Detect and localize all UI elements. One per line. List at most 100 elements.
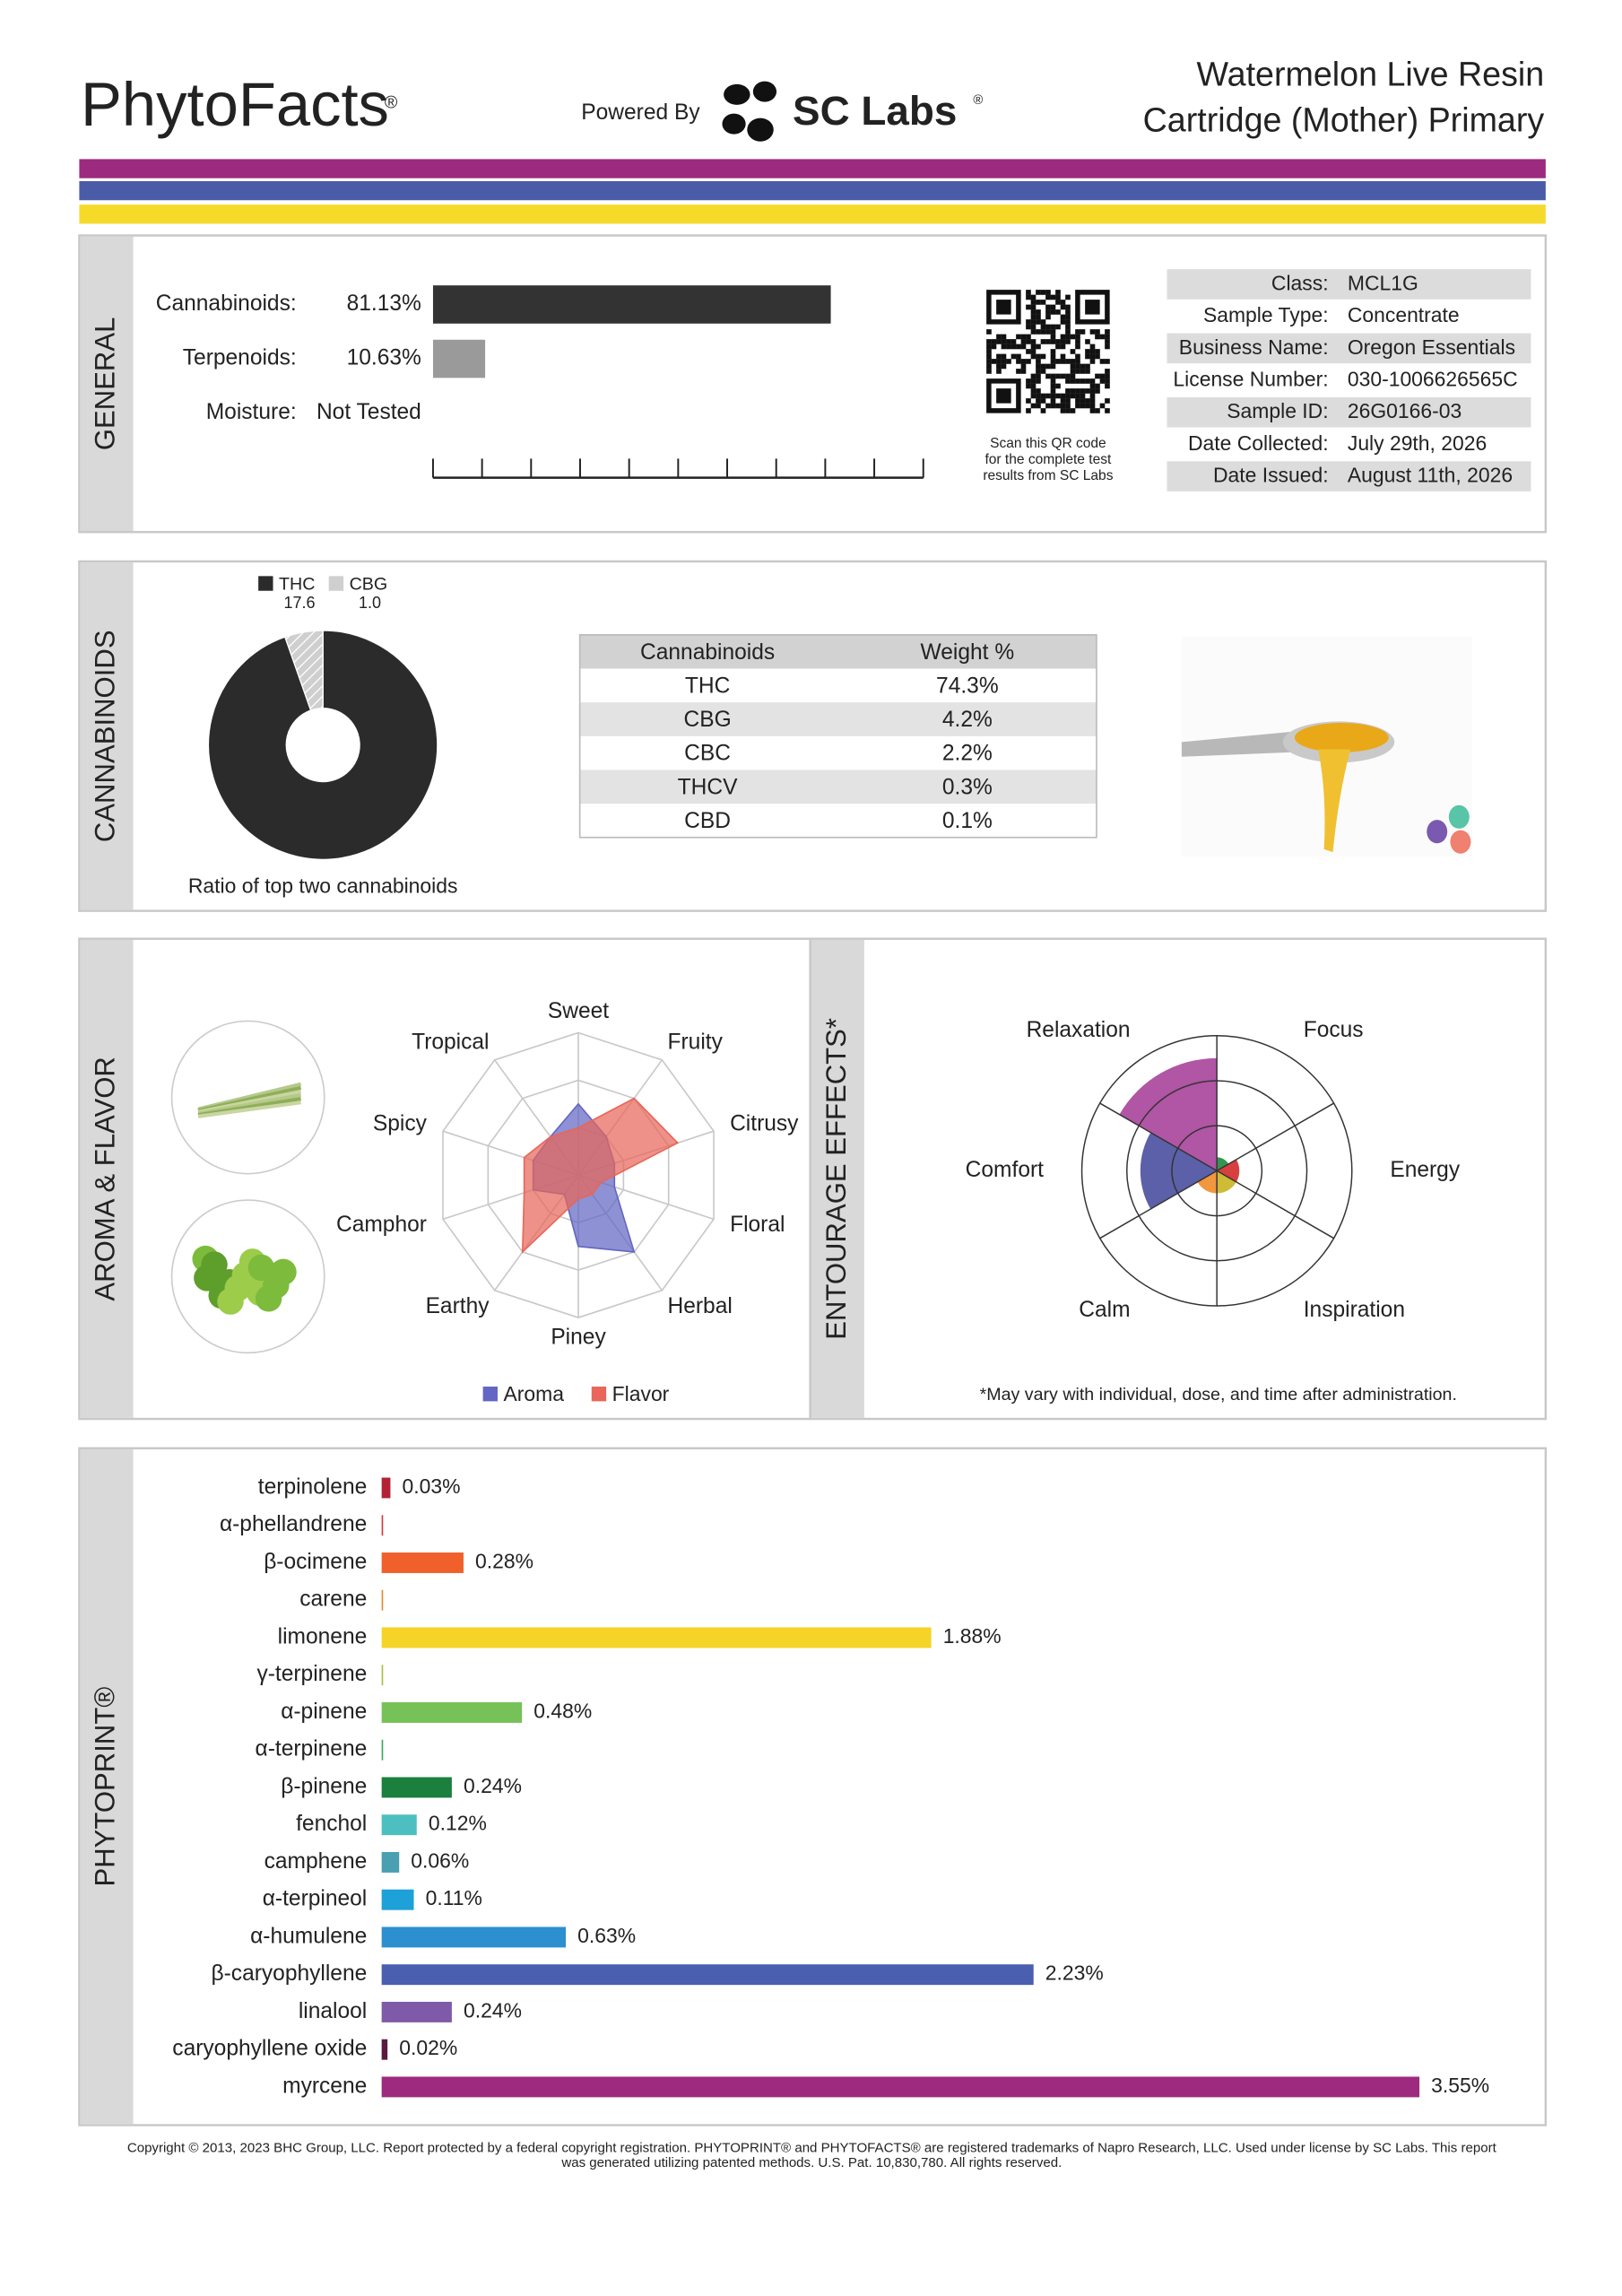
qr-module [1040,339,1046,344]
info-row-bg [1167,333,1531,364]
qr-module [1016,369,1021,374]
qr-module [1055,300,1061,305]
legend-label: Aroma [504,1382,565,1405]
terpene-value: 1.88% [943,1624,1002,1648]
terpene-bar [381,1964,1034,1986]
table-cell: 4.2% [942,708,993,732]
effect-label: Comfort [966,1158,1044,1182]
qr-module [986,329,992,335]
qr-module [1080,398,1086,404]
qr-module [1080,369,1086,374]
honey [1294,723,1389,752]
info-label: Class: [1271,271,1329,294]
legend-swatch [328,576,344,591]
qr-module [1030,388,1037,394]
report-title: Cartridge (Mother) Primary [1143,100,1545,138]
qr-module [1085,378,1090,384]
qr-module [1105,378,1110,384]
qr-module [1030,349,1037,354]
qr-module [1020,359,1027,364]
terpene-label: α-humulene [250,1924,367,1948]
qr-module [1080,363,1086,370]
info-label: Date Issued: [1213,464,1329,487]
qr-module [1099,403,1106,409]
qr-module [1080,388,1086,394]
section-frame [78,560,1548,912]
qr-module [1050,359,1056,364]
qr-module [996,353,1002,360]
qr-module [1095,383,1100,389]
info-row-bg [1167,396,1531,428]
qr-module [1050,324,1056,330]
qr-module [1065,314,1071,320]
qr-module [1055,339,1061,344]
qr-module [1060,398,1066,404]
qr-module [1065,408,1071,413]
terpene-value: 3.55% [1431,2074,1489,2097]
qr-module [1060,314,1066,320]
qr-module [1050,334,1056,340]
table-header: Cannabinoids [640,640,775,665]
effect-wedge [1217,1159,1240,1182]
qr-module [1040,398,1046,404]
qr-module [1089,398,1096,404]
qr-module [996,359,1002,364]
radar-label: Citrusy [730,1112,799,1136]
hop-cone [255,1285,282,1312]
metric-label: Cannabinoids: [156,291,297,316]
terpene-value: 0.24% [464,1774,522,1797]
qr-module [1089,349,1096,354]
terpene-value: 0.48% [533,1700,592,1723]
qr-module [1040,300,1046,305]
effect-label: Inspiration [1304,1298,1405,1322]
qr-module [1020,369,1027,374]
table-cell: CBD [684,809,731,833]
qr-module [1030,344,1037,350]
metric-value: 10.63% [347,346,421,370]
qr-module [1036,290,1041,295]
table-cell: 74.3% [936,674,999,698]
terpene-label: myrcene [282,2074,367,2098]
metric-label: Moisture: [206,400,297,424]
lab-logo-blob [722,113,746,135]
qr-module [1026,324,1031,330]
qr-module [1085,388,1090,394]
terpene-label: β-caryophyllene [212,1961,368,1986]
qr-module [1070,349,1076,354]
qr-module [1045,393,1051,399]
qr-module [1045,314,1051,320]
qr-module [1060,334,1066,340]
terpene-bar [381,1851,400,1873]
qr-module [1036,300,1041,305]
info-value: Concentrate [1348,303,1460,326]
qr-module [1095,329,1100,335]
qr-module [991,339,997,344]
qr-module [1085,353,1090,360]
qr-module [1001,353,1007,360]
qr-module [996,339,1002,344]
terpene-bar [381,1739,384,1761]
qr-module [996,369,1002,374]
table-cell: CBC [684,742,731,766]
terpene-label: carene [299,1587,367,1612]
qr-module [1060,408,1066,413]
qr-module [1105,408,1110,413]
powered-by: Powered By [581,100,700,125]
qr-module [986,344,992,350]
info-value: 26G0166-03 [1348,399,1462,422]
qr-module [1040,408,1046,413]
qr-module [1030,383,1037,389]
qr-module [986,359,992,364]
effects-note: *May vary with individual, dose, and tim… [980,1385,1457,1405]
qr-module [1099,334,1106,340]
section-label: ENTOURAGE EFFECTS* [820,1018,852,1340]
qr-module [1099,359,1106,364]
radar-label: Herbal [668,1294,733,1318]
effect-label: Energy [1390,1158,1461,1182]
qr-module [1070,388,1076,394]
info-value: 030-1006626565C [1348,367,1518,390]
qr-module [1070,369,1076,374]
terpene-label: caryophyllene oxide [172,2037,367,2061]
polar-spoke [1216,1102,1334,1172]
